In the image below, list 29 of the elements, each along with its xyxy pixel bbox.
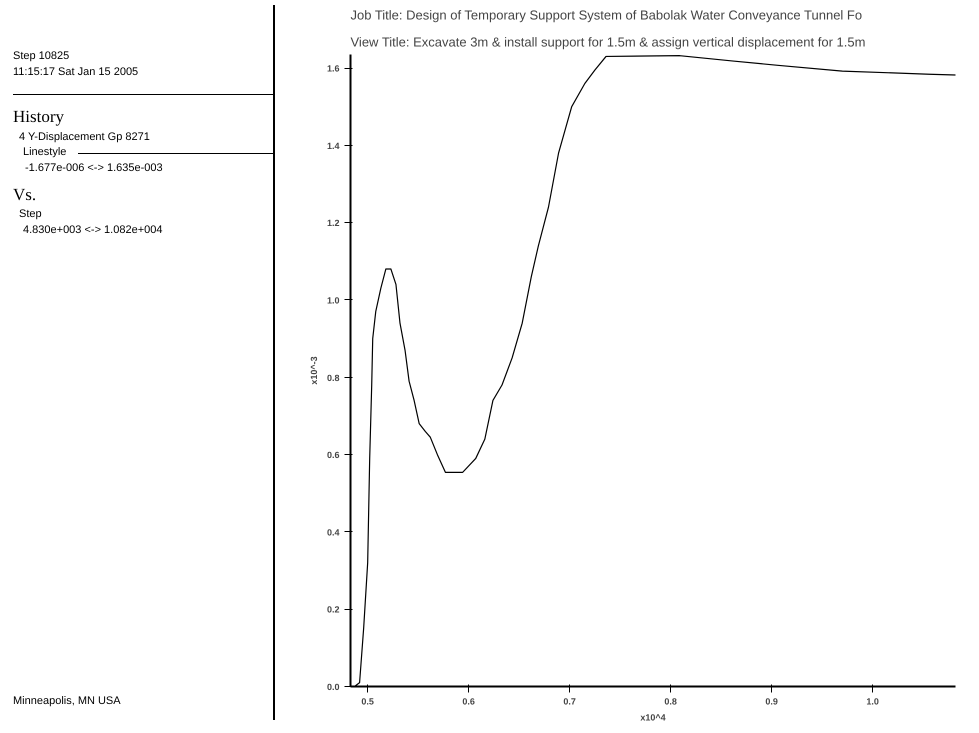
text: Step [18, 207, 43, 222]
x-tick-label: 0.8 [664, 696, 677, 706]
x-tick-label: 0.7 [563, 696, 576, 706]
y-tick-label: 0.2 [326, 604, 340, 615]
chart-title: Job Title: Design of Temporary Support System of Babolak Water Conveyance Tunnel Fo [350, 8, 862, 22]
text: Linestyle [23, 145, 66, 160]
y-tick-label: 1.0 [326, 295, 340, 306]
text: 4.830e+003 <-> 1.082e+004 [22, 222, 164, 238]
x-axis-title: x10^4 [640, 712, 666, 722]
text: History [13, 106, 65, 128]
y-tick-label: 0.6 [326, 450, 340, 460]
x-tick-label: 1.0 [866, 696, 879, 706]
text: -1.677e-006 <-> 1.635e-003 [24, 161, 164, 176]
x-tick-label: 0.5 [361, 696, 374, 706]
text: Minneapolis, MN USA [13, 694, 121, 710]
x-tick-label: 0.6 [462, 696, 475, 706]
y-axis-title: x10^-3 [308, 356, 319, 385]
y-tick-label: 1.2 [326, 218, 340, 228]
text: Vs. [13, 184, 38, 206]
y-tick-label: 1.6 [326, 64, 340, 74]
y-tick-label: 0.8 [326, 372, 340, 383]
text: 4 Y-Displacement Gp 8271 [18, 130, 151, 145]
y-tick-label: 0.0 [326, 682, 340, 692]
x-tick-label: 0.9 [765, 696, 778, 706]
y-tick-label: 1.4 [326, 140, 340, 151]
text: 11:15:17 Sat Jan 15 2005 [13, 64, 140, 80]
y-tick-label: 0.4 [326, 527, 340, 538]
chart-subtitle: View Title: Excavate 3m & install support for 1.5m & assign vertical displacement for 1.5m [350, 34, 866, 50]
text: Step 10825 [13, 49, 70, 64]
